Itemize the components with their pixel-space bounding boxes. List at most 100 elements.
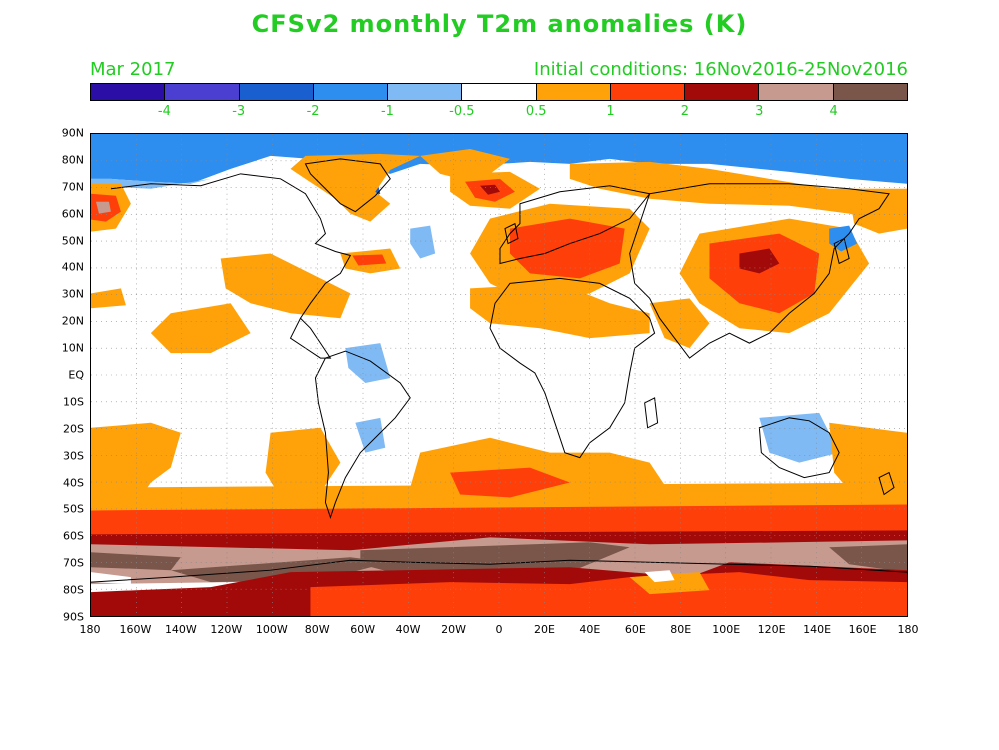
anomaly-region-antarctic-white-spot bbox=[644, 570, 675, 583]
latitude-label: 80S bbox=[63, 583, 84, 597]
anomaly-region-arctic-warm-2 bbox=[420, 148, 510, 179]
colorbar-segment bbox=[610, 84, 686, 100]
longitude-label: 180 bbox=[79, 623, 101, 636]
colorbar-segment bbox=[165, 84, 240, 100]
colorbar-segment bbox=[313, 84, 389, 100]
colorbar-tick-label: 4 bbox=[829, 104, 838, 119]
colorbar-tick-label: -0.5 bbox=[449, 104, 475, 119]
colorbar-segment bbox=[685, 84, 760, 100]
longitude-label: 80E bbox=[670, 623, 692, 636]
latitude-label: 20S bbox=[63, 422, 84, 436]
longitude-label: 80W bbox=[304, 623, 330, 636]
colorbar-segment bbox=[462, 84, 537, 100]
latitude-label: 50N bbox=[61, 234, 84, 248]
coast-madagascar bbox=[644, 397, 659, 429]
anomaly-region-siberia-warm bbox=[569, 161, 907, 229]
anomaly-region-south-atlantic-warm bbox=[265, 427, 341, 498]
anomaly-region-antarctic-interior-hot bbox=[310, 572, 907, 616]
latitude-label: 30S bbox=[63, 449, 84, 463]
anomaly-region-east-asia-hot bbox=[709, 233, 820, 314]
colorbar-tick-label: -1 bbox=[380, 104, 394, 119]
longitude-label: 140W bbox=[164, 623, 197, 636]
coast-australia bbox=[758, 417, 840, 479]
anomaly-region-s-pacific-warm bbox=[829, 422, 907, 503]
coast-uk bbox=[504, 222, 519, 245]
anomaly-map bbox=[90, 133, 908, 617]
longitude-label: 40E bbox=[579, 623, 601, 636]
anomaly-region-atlantic-hot bbox=[352, 254, 387, 266]
coast-greenland bbox=[304, 158, 391, 213]
longitude-label: 120E bbox=[757, 623, 786, 636]
longitude-label: 120W bbox=[210, 623, 243, 636]
anomaly-region-australia-cold bbox=[759, 412, 840, 463]
anomaly-region-w-pacific-warm bbox=[91, 288, 126, 309]
coastlines bbox=[91, 158, 907, 583]
coast-antarctica bbox=[91, 559, 907, 583]
anomaly-region-east-asia-core bbox=[739, 248, 780, 274]
anomaly-region-n-atlantic-cold bbox=[410, 225, 436, 259]
longitude-label: 60W bbox=[350, 623, 376, 636]
initial-conditions: Initial conditions: 16Nov2016-25Nov2016 bbox=[533, 59, 908, 80]
colorbar-tick-label: 2 bbox=[680, 104, 690, 119]
latitude-label: 20N bbox=[61, 314, 84, 328]
colorbar-segment bbox=[536, 84, 611, 100]
longitude-label: 100E bbox=[712, 623, 741, 636]
longitude-label: 100W bbox=[255, 623, 288, 636]
latitude-label: 60S bbox=[63, 529, 84, 543]
latitude-label: 70N bbox=[61, 180, 84, 194]
anomaly-region-e-pacific-warm bbox=[150, 303, 251, 354]
anomaly-region-africa-north-warm bbox=[470, 283, 650, 339]
longitude-label: 160E bbox=[848, 623, 877, 636]
latitude-label: 60N bbox=[61, 207, 84, 221]
longitude-label: 20E bbox=[533, 623, 555, 636]
latitude-label: 10S bbox=[63, 395, 84, 409]
coast-south-america bbox=[314, 350, 411, 519]
anomaly-region-europe-hot bbox=[509, 218, 625, 279]
colorbar-tick-label: 0.5 bbox=[525, 104, 547, 119]
anomaly-region-brazil-cold bbox=[355, 417, 386, 453]
anomaly-region-n-america-warm bbox=[220, 253, 351, 319]
longitude-label: 140E bbox=[803, 623, 832, 636]
anomaly-region-antarctic-brown-4 bbox=[829, 544, 907, 573]
colorbar-segment bbox=[388, 84, 463, 100]
longitude-label: 40W bbox=[395, 623, 421, 636]
coast-new-zealand bbox=[878, 471, 895, 496]
colorbar-tick-label: -2 bbox=[306, 104, 320, 119]
latitude-label: EQ bbox=[68, 368, 84, 382]
colorbar-tick-label: -3 bbox=[232, 104, 246, 119]
latitude-label: 70S bbox=[63, 556, 84, 570]
colorbar-segment bbox=[239, 84, 314, 100]
colorbar-segment bbox=[759, 84, 834, 100]
latitude-label: 30N bbox=[61, 287, 84, 301]
latitude-label: 50S bbox=[63, 502, 84, 516]
colorbar-tick-label: -4 bbox=[157, 104, 171, 119]
coast-europe bbox=[499, 185, 651, 265]
latitude-label: 80N bbox=[61, 153, 84, 167]
longitude-label: 0 bbox=[495, 623, 503, 636]
longitude-label: 180 bbox=[897, 623, 919, 636]
colorbar-segment bbox=[833, 84, 907, 100]
anomaly-region-south-hot-patch bbox=[450, 467, 570, 498]
gridlines bbox=[91, 134, 907, 616]
longitude-label: 60E bbox=[624, 623, 646, 636]
latitude-label: 40S bbox=[63, 476, 84, 490]
latitude-label: 90N bbox=[61, 126, 84, 140]
longitude-label: 20W bbox=[441, 623, 466, 636]
colorbar-segment bbox=[91, 84, 166, 100]
longitude-label: 160W bbox=[119, 623, 152, 636]
latitude-label: 90S bbox=[63, 610, 84, 624]
colorbar-tick-label: 1 bbox=[606, 104, 615, 119]
anomaly-region-antarctic-brown-1 bbox=[91, 552, 181, 571]
latitude-label: 10N bbox=[61, 341, 84, 355]
anomaly-region-pacific-ne-warm bbox=[849, 188, 907, 234]
anomaly-region-s-america-cold bbox=[345, 343, 391, 383]
colorbar bbox=[90, 83, 908, 101]
colorbar-tick-label: 3 bbox=[755, 104, 764, 119]
anomaly-region-india-warm bbox=[649, 298, 710, 349]
coast-japan bbox=[833, 237, 850, 265]
anomaly-region-alaska-core bbox=[95, 201, 111, 214]
forecast-month: Mar 2017 bbox=[90, 59, 176, 80]
map-title: CFSv2 monthly T2m anomalies (K) bbox=[251, 10, 748, 38]
anomaly-region-antarctic-warm-spot bbox=[629, 572, 710, 595]
anomaly-region-arctic-warm-1 bbox=[290, 153, 421, 222]
